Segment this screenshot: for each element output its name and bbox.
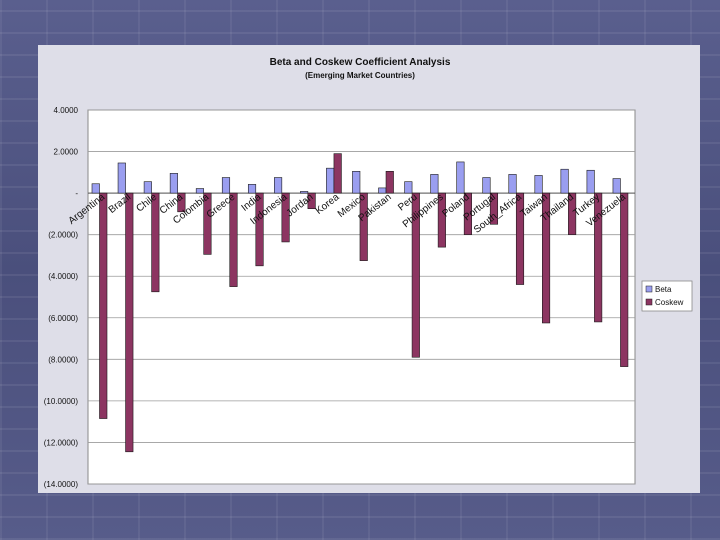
bar-coskew xyxy=(229,192,238,287)
y-tick-label: (4.0000) xyxy=(48,272,78,281)
bar-coskew xyxy=(411,192,420,358)
bar-coskew xyxy=(99,192,108,419)
bar-coskew xyxy=(463,192,472,235)
bar-coskew xyxy=(620,192,629,367)
bar-coskew xyxy=(385,170,394,194)
bar-coskew xyxy=(515,192,525,285)
bar-beta xyxy=(404,181,413,194)
bar-coskew xyxy=(125,192,134,453)
y-tick-label: (6.0000) xyxy=(48,314,78,323)
legend: Beta Coskew xyxy=(641,280,693,312)
bar-beta xyxy=(534,175,543,194)
bar-coskew xyxy=(177,192,186,213)
y-tick-label: (2.0000) xyxy=(48,231,78,240)
bar-beta xyxy=(508,174,517,194)
bar-beta xyxy=(612,178,621,194)
bar-beta xyxy=(247,184,257,194)
legend-swatch-beta xyxy=(645,285,653,293)
bar-beta xyxy=(456,161,465,194)
bar-coskew xyxy=(151,192,160,293)
legend-label-coskew: Coskew xyxy=(655,298,684,307)
y-tick-label: 4.0000 xyxy=(54,106,79,115)
bar-beta xyxy=(143,181,152,194)
bar-beta xyxy=(326,167,335,194)
bar-coskew xyxy=(489,192,499,225)
bar-coskew xyxy=(542,192,551,324)
plot-area xyxy=(87,109,636,485)
bar-coskew xyxy=(333,153,342,194)
y-tick-label: 2.0000 xyxy=(54,148,79,157)
bar-coskew xyxy=(255,192,264,267)
bar-coskew xyxy=(568,192,577,235)
bar-beta xyxy=(221,177,231,194)
bar-coskew xyxy=(307,192,316,209)
legend-label-beta: Beta xyxy=(655,285,672,294)
bar-beta xyxy=(560,168,569,194)
bar-beta xyxy=(91,183,100,194)
bar-beta xyxy=(117,162,126,194)
legend-swatch-coskew xyxy=(645,298,653,306)
bar-coskew xyxy=(437,192,446,248)
bar-coskew xyxy=(281,192,290,243)
chart-title: Beta and Coskew Coefficient Analysis xyxy=(270,57,451,68)
bars xyxy=(91,153,629,453)
chart-subtitle: (Emerging Market Countries) xyxy=(305,71,415,80)
bar-beta xyxy=(300,191,309,194)
bar-beta xyxy=(169,173,178,194)
y-axis-tick-labels: 4.0000 2.0000 - (2.0000) (4.0000) (6.0000) (8.… xyxy=(44,106,79,489)
bar-coskew xyxy=(203,192,212,255)
y-tick-label: (12.0000) xyxy=(44,438,79,447)
bar-coskew xyxy=(359,192,368,261)
bar-beta xyxy=(482,177,491,194)
bar-beta xyxy=(430,174,439,194)
y-tick-label: (10.0000) xyxy=(44,397,79,406)
bar-beta xyxy=(586,169,595,194)
y-tick-label: (8.0000) xyxy=(48,355,78,364)
bar-beta xyxy=(274,177,283,194)
y-tick-label: - xyxy=(75,189,78,198)
y-tick-label: (14.0000) xyxy=(44,480,79,489)
bar-beta xyxy=(195,188,204,194)
bar-coskew xyxy=(594,192,603,323)
bar-beta xyxy=(352,170,361,194)
